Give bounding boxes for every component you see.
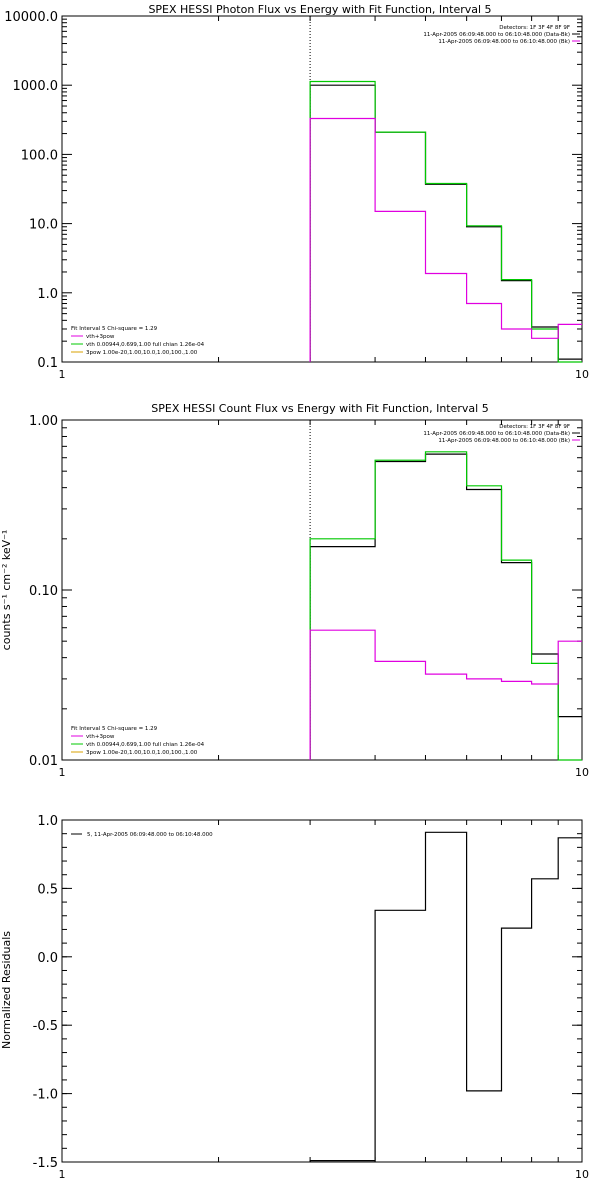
residuals-legend-label: 5, 11-Apr-2005 06:09:48.000 to 06:10:48.… [87,832,213,838]
count-flux-title: SPEX HESSI Count Flux vs Energy with Fit… [151,402,488,415]
fit-vth-text: vth 0.00944,0.699,1.00 full chian 1.26e-… [86,342,205,348]
bk-interval-text: 11-Apr-2005 06:09:48.000 to 06:10:48.000… [438,39,570,45]
residuals-legend: 5, 11-Apr-2005 06:09:48.000 to 06:10:48.… [71,832,213,838]
fit-vth-text: vth 0.00944,0.699,1.00 full chian 1.26e-… [86,742,205,748]
photon-flux-fit-info: Fit Interval 5 Chi-square = 1.29 vth+3po… [71,326,205,356]
y-tick-label: -0.5 [33,1019,58,1034]
plot-frame [61,419,583,761]
y-tick-label: 10000.0 [4,10,58,25]
fit-chisq-text: Fit Interval 5 Chi-square = 1.29 [71,726,158,732]
y-tick-label: 0.0 [37,951,58,966]
y-tick-label: -1.5 [33,1156,58,1171]
fit-chisq-text: Fit Interval 5 Chi-square = 1.29 [71,326,158,332]
bk-interval-text: 11-Apr-2005 06:09:48.000 to 06:10:48.000… [438,438,570,444]
count-flux-ylabel: counts s⁻¹ cm⁻² keV⁻¹ [0,530,13,651]
series-line-data-bk [309,84,582,362]
data-interval-text: 11-Apr-2005 06:09:48.000 to 06:10:48.000… [423,431,570,437]
series-line-vth-3pow [309,451,582,761]
photon-flux-panel: SPEX HESSI Photon Flux vs Energy with Fi… [4,3,589,381]
fit-3pow-text: 3pow 1.00e-20,1.00,10.0,1.00,100.,1.00 [86,750,198,756]
series-line-vth-3pow [309,80,582,363]
x-tick-label: 1 [59,766,66,779]
plot-frame [61,15,583,363]
count-flux-panel: SPEX HESSI Count Flux vs Energy with Fit… [0,402,589,779]
count-flux-info: Detectors: 1F 3F 4F 8F 9F 11-Apr-2005 06… [423,424,570,444]
y-tick-label: 1.00 [29,414,58,429]
y-tick-label: 0.1 [37,356,58,371]
series-line-bk [309,117,582,362]
y-tick-label: 100.0 [21,148,58,163]
y-tick-label: 0.01 [29,754,58,769]
photon-flux-info: Detectors: 1F 3F 4F 8F 9F 11-Apr-2005 06… [423,25,570,45]
series-line-data-bk [309,453,582,760]
photon-flux-title: SPEX HESSI Photon Flux vs Energy with Fi… [148,3,491,16]
residuals-ylabel: Normalized Residuals [0,931,13,1049]
detectors-text: Detectors: 1F 3F 4F 8F 9F [499,424,570,430]
x-tick-label: 10 [575,766,589,779]
x-tick-label: 1 [59,1168,66,1181]
fit-function-text: vth+3pow [86,734,115,740]
y-tick-label: 1.0 [37,814,58,829]
detectors-text: Detectors: 1F 3F 4F 8F 9F [499,25,570,31]
x-tick-label: 1 [59,368,66,381]
y-tick-label: 10.0 [29,218,58,233]
x-tick-label: 10 [575,368,589,381]
plot-frame [61,819,583,1163]
series-line-5-11-apr-2005-06-09-48-000-to-06-10-48-000 [309,831,582,1162]
count-flux-fit-info: Fit Interval 5 Chi-square = 1.29 vth+3po… [71,726,205,756]
data-interval-text: 11-Apr-2005 06:09:48.000 to 06:10:48.000… [423,32,570,38]
y-tick-label: 0.10 [29,584,58,599]
y-tick-label: 1.0 [37,287,58,302]
fit-function-text: vth+3pow [86,334,115,340]
fit-3pow-text: 3pow 1.00e-20,1.00,10.0,1.00,100.,1.00 [86,350,198,356]
y-tick-label: 1000.0 [13,79,59,94]
residuals-panel: Normalized Residuals 5, 11-Apr-2005 06:0… [0,814,589,1181]
series-line-bk [309,629,582,760]
y-tick-label: -1.0 [33,1088,58,1103]
x-tick-label: 10 [575,1168,589,1181]
y-tick-label: 0.5 [37,882,58,897]
